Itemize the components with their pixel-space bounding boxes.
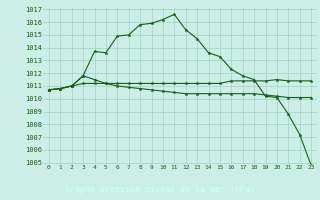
Text: Graphe pression niveau de la mer (hPa): Graphe pression niveau de la mer (hPa) bbox=[65, 185, 255, 194]
